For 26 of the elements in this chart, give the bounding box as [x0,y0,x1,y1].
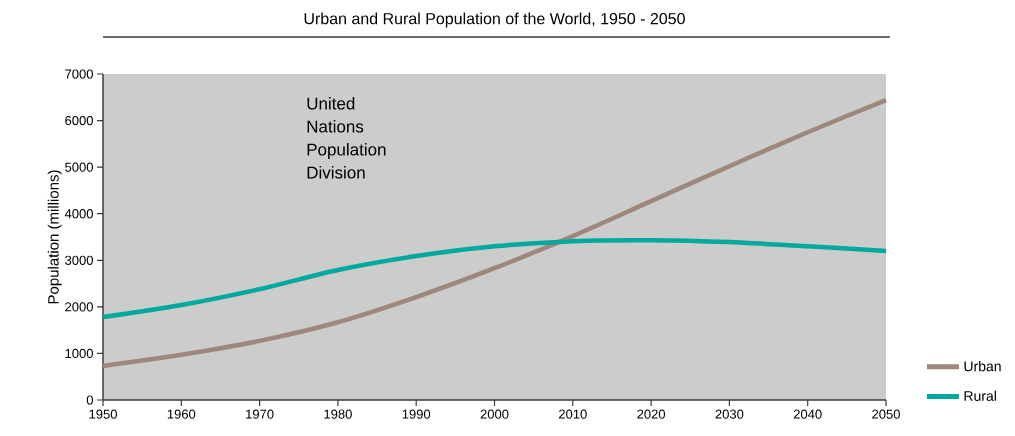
y-tick-label: 4000 [64,209,93,219]
x-tick-label: 2000 [480,409,509,419]
x-tick-label: 2030 [715,409,744,419]
line-series [100,97,889,369]
x-tick-label: 1970 [246,409,274,419]
x-tick-label: 2050 [872,409,900,419]
y-tick-label: 0 [86,395,93,405]
y-tick-label: 6000 [65,115,93,126]
y-tick-label: 1000 [65,348,93,359]
y-tick-label: 7000 [65,69,93,79]
x-tick-label: 1960 [167,409,196,419]
x-tick-label: 2020 [637,409,666,419]
x-tick-label: 1980 [324,409,352,419]
legend-label: Rural [964,390,996,401]
annotation: United Nations Population Division [307,97,386,179]
chart-title: Urban and Rural Population of the World, 1950 - 2050 [304,12,685,28]
x-tick-label: 1950 [89,409,117,419]
y-axis-title: Population (millions) [47,170,62,304]
y-tick-label: 5000 [65,162,93,172]
x-tick-label: 2040 [793,409,822,419]
x-tick-label: 2010 [559,409,587,419]
y-tick-label: 2000 [65,302,93,312]
legend-label: Urban [964,361,1001,372]
x-tick-label: 1990 [402,409,431,419]
y-tick-label: 3000 [65,255,93,265]
line-series [100,237,889,320]
